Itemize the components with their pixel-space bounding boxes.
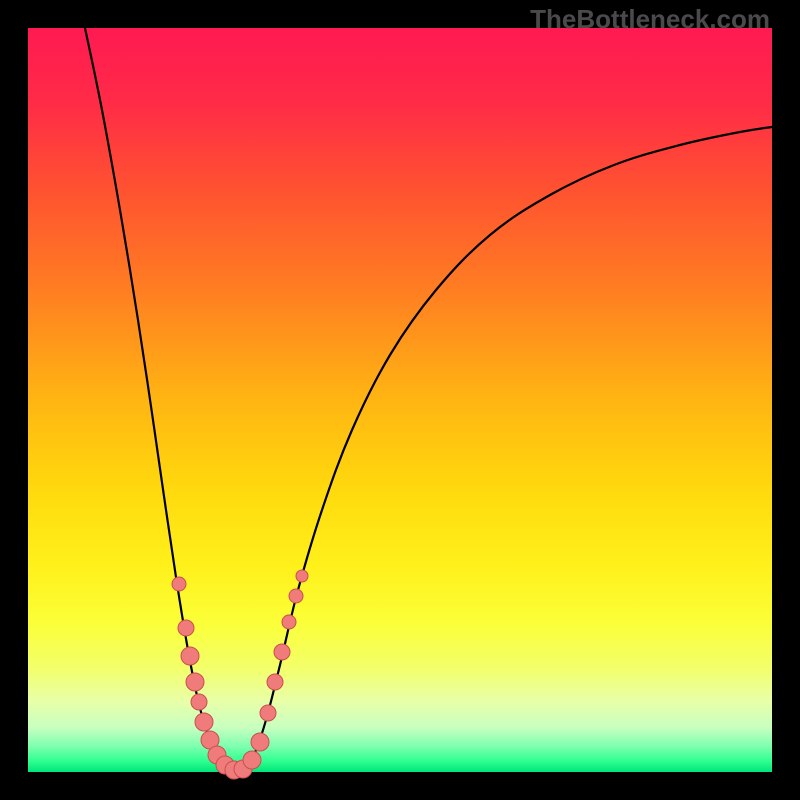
chart-frame: TheBottleneck.com [0, 0, 800, 800]
plot-area [28, 28, 772, 772]
watermark-text: TheBottleneck.com [530, 4, 770, 35]
